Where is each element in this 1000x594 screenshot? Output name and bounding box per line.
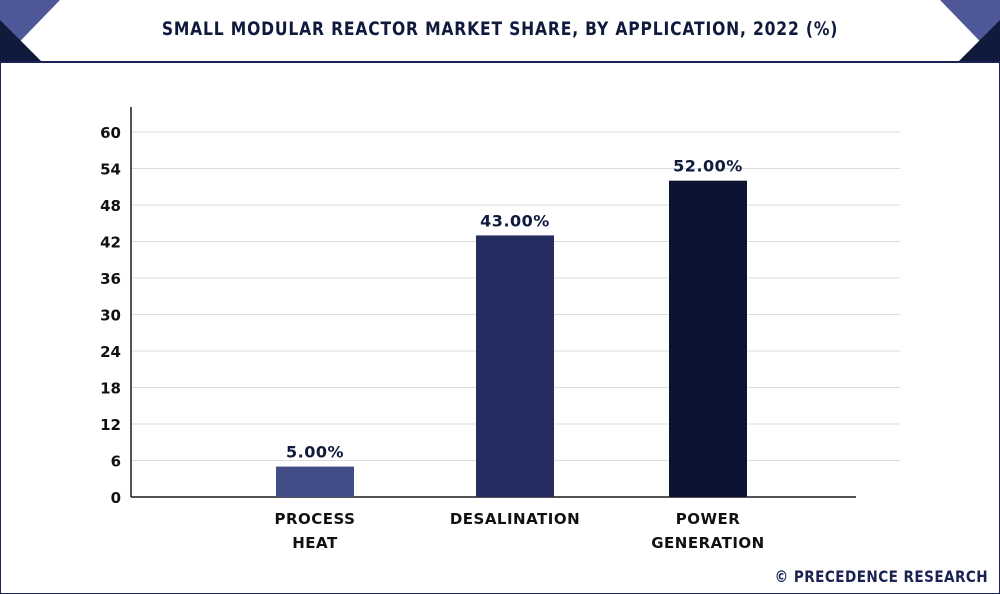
bar <box>276 466 354 497</box>
y-tick-label: 18 <box>100 380 121 398</box>
bar <box>476 235 554 497</box>
y-tick-label: 36 <box>100 270 121 288</box>
y-tick-label: 60 <box>100 124 121 142</box>
data-label: 52.00% <box>673 157 743 176</box>
x-tick-label: PROCESS <box>275 510 356 528</box>
y-tick-label: 6 <box>111 453 121 471</box>
title-divider <box>0 61 1000 63</box>
y-tick-label: 24 <box>100 343 121 361</box>
left-corner-decoration <box>0 0 60 62</box>
y-tick-label: 48 <box>100 197 121 215</box>
x-tick-label: DESALINATION <box>450 510 580 528</box>
y-tick-label: 0 <box>111 489 121 507</box>
title-bar: SMALL MODULAR REACTOR MARKET SHARE, BY A… <box>0 0 1000 63</box>
y-tick-label: 42 <box>100 234 121 252</box>
y-tick-label: 30 <box>100 307 121 325</box>
data-label: 43.00% <box>480 211 550 230</box>
x-tick-label: POWER <box>676 510 741 528</box>
y-tick-label: 12 <box>100 416 121 434</box>
bar <box>669 180 747 497</box>
x-tick-label: GENERATION <box>651 534 764 552</box>
right-corner-decoration <box>940 0 1000 62</box>
chart-title: SMALL MODULAR REACTOR MARKET SHARE, BY A… <box>161 18 839 40</box>
y-tick-label: 54 <box>100 161 121 179</box>
copyright-footer: © PRECEDENCE RESEARCH <box>774 567 988 586</box>
data-label: 5.00% <box>286 443 344 462</box>
x-tick-label: HEAT <box>292 534 338 552</box>
